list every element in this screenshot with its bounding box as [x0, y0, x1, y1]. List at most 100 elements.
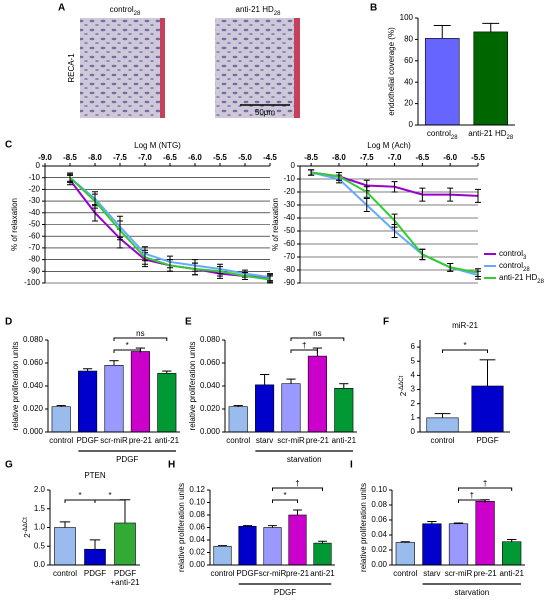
significance-bracket [458, 499, 486, 503]
y-tick-label: 0.080 [23, 335, 44, 344]
y-tick-label: 0.060 [200, 358, 221, 367]
error-bar [167, 259, 173, 272]
x-tick-label: -6.5 [415, 153, 429, 162]
bar [228, 406, 248, 433]
chart-title: miR-21 [452, 321, 478, 330]
error-bar [308, 169, 315, 176]
y-tick-label: 0.02 [371, 545, 387, 554]
image-label: control28 [110, 5, 141, 16]
y-tick-label: -10 [283, 174, 295, 183]
significance-bracket [94, 499, 126, 503]
y-tick-label: 0.08 [189, 510, 205, 519]
x-tick-label: -7.0 [388, 153, 402, 162]
error-bar [391, 181, 398, 193]
x-tick-label: -8.5 [304, 153, 318, 162]
y-tick-label: -80 [28, 255, 40, 264]
significance-label: † [470, 491, 474, 500]
x-tick-label: scr-miR [259, 569, 287, 578]
histology-image [80, 18, 165, 118]
significance-label: † [295, 479, 299, 488]
y-tick-label: 2.0 [34, 485, 46, 494]
x-tick-label: anti-21 HD28 [468, 129, 514, 140]
x-tick-label: -7.5 [360, 153, 374, 162]
y-tick-label: 1 [411, 413, 416, 422]
x-tick-label: anti-21 [310, 569, 335, 578]
x-tick-label: PDGF +anti-21 [110, 569, 140, 587]
significance-label: ns [313, 329, 321, 338]
x-tick-label: -6.0 [188, 153, 202, 162]
panel-letter: E [185, 317, 192, 328]
panel-letter: I [350, 460, 353, 471]
error-bar [419, 248, 426, 261]
panel-a: A control28 anti-21 HD28 RECA-1 50μm [58, 3, 300, 118]
error-bar [447, 187, 454, 202]
bar [288, 514, 307, 566]
y-tick-label: 0.06 [371, 515, 387, 524]
y-tick-label: 80 [404, 35, 413, 44]
x-axis-label: Log M (NTG) [134, 141, 181, 150]
label-sup: -ΔΔCt [399, 375, 405, 391]
y-tick-label: 0.5 [34, 541, 46, 550]
significance-label: * [126, 341, 129, 350]
y-tick-label: 0 [36, 161, 41, 170]
bar [422, 523, 442, 566]
error-bar [475, 268, 481, 277]
label-line: +anti-21 [110, 578, 140, 587]
y-tick-label: 0.040 [200, 381, 221, 390]
x-tick-label: anti-21 [332, 436, 357, 445]
error-bar [242, 271, 248, 280]
y-axis-label: relative proliferation units [359, 483, 368, 572]
stain-label: RECA-1 [67, 53, 76, 83]
x-tick-label: -8.0 [332, 153, 346, 162]
y-tick-label: -30 [283, 200, 295, 209]
panel-letter: H [168, 460, 175, 471]
y-tick-label: -50 [28, 220, 40, 229]
error-bar [117, 220, 123, 241]
y-tick-label: 0.00 [189, 560, 205, 569]
bar [313, 542, 332, 566]
y-tick-label: 0.080 [200, 335, 221, 344]
error-bar [67, 173, 73, 182]
y-tick-label: 20 [404, 99, 413, 108]
error-bar [391, 213, 398, 228]
significance-bracket [290, 349, 318, 353]
error-bar [363, 198, 370, 212]
error-bar [192, 262, 198, 276]
y-tick-label: 1.5 [34, 504, 46, 513]
y-tick-label: 0.10 [371, 485, 387, 494]
y-tick-label: 0.00 [371, 560, 387, 569]
bar [471, 385, 504, 433]
y-axis-label: relative proliferation units [177, 483, 186, 572]
y-tick-label: 2 [411, 399, 416, 408]
y-tick-label: 3 [411, 385, 416, 394]
panel-letter: F [383, 317, 389, 328]
error-bar [419, 187, 426, 202]
y-tick-label: -10 [28, 173, 40, 182]
y-axis-label: relative proliferation units [11, 342, 20, 431]
x-tick-label: control28 [427, 129, 458, 140]
bar [395, 542, 415, 566]
bar [334, 387, 354, 433]
bar [78, 370, 98, 433]
x-tick-label: -4.5 [263, 153, 277, 162]
y-tick-label: -30 [28, 196, 40, 205]
x-tick-label: scr-miR [100, 436, 128, 445]
error-bar [142, 249, 148, 265]
y-tick-label: 60 [404, 56, 413, 65]
label-text: control [427, 129, 451, 138]
group-label: PDGF [116, 455, 138, 464]
y-tick-label: -60 [283, 239, 295, 248]
significance-label: * [283, 491, 286, 500]
y-tick-label: -40 [283, 213, 295, 222]
label-sub: 3 [523, 255, 527, 261]
y-axis-label: 2-ΔΔCt [399, 375, 409, 396]
label-sub: 28 [134, 11, 141, 17]
group-label: PDGF [274, 588, 296, 597]
y-tick-label: 0.0 [34, 560, 46, 569]
x-tick-label: pre-21 [129, 436, 153, 445]
y-tick-label: 0.06 [189, 523, 205, 532]
significance-bracket [113, 349, 141, 353]
x-tick-label: -7.0 [138, 153, 152, 162]
bar [130, 351, 150, 433]
